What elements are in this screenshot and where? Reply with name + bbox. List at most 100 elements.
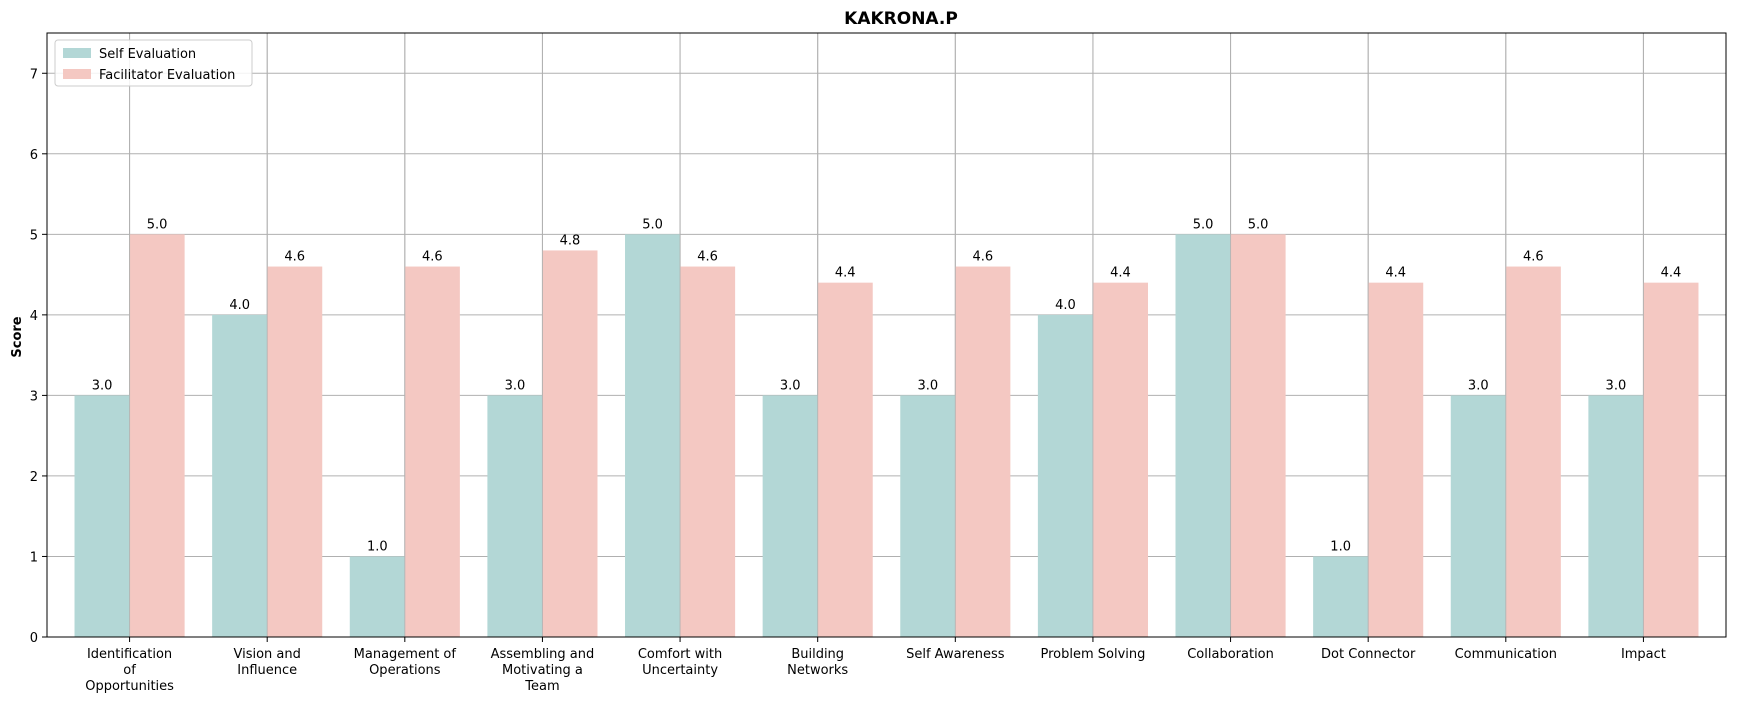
bar	[487, 395, 543, 637]
bar	[1643, 282, 1699, 637]
x-tick-label: Identification of Opportunities	[85, 647, 174, 694]
bar-value-label: 1.0	[1330, 539, 1351, 554]
legend-swatch	[63, 69, 91, 79]
x-tick-label-line: Motivating a	[502, 663, 583, 678]
x-tick-label-line: Assembling and	[491, 647, 595, 662]
y-tick-label: 0	[30, 631, 38, 646]
x-tick-label: Dot Connector	[1321, 647, 1416, 662]
legend-label: Facilitator Evaluation	[99, 68, 235, 83]
x-tick-label: Assembling and Motivating a Team	[491, 647, 595, 694]
bar-value-label: 4.0	[1055, 298, 1076, 313]
bar-value-label: 1.0	[367, 539, 388, 554]
bar	[1175, 234, 1231, 638]
y-tick-label: 7	[30, 67, 38, 82]
bar-value-label: 4.4	[1110, 266, 1131, 281]
x-tick-label-line: Building	[791, 647, 844, 662]
x-tick-label-line: Problem Solving	[1040, 647, 1145, 662]
bar-value-label: 4.6	[1523, 250, 1544, 265]
x-tick-label-line: Team	[524, 679, 559, 694]
bars-layer: 3.0 4.0 1.0 3.0 5.0 3.0 3.0 4.0 5.0 1.0 3.0 3.0 5.0 4…	[74, 33, 1699, 638]
legend: Self Evaluation Facilitator Evaluation	[54, 39, 253, 87]
x-tick-label: Management of Operations	[354, 647, 457, 678]
bar-value-label: 4.4	[1661, 266, 1682, 281]
x-tick-label-line: Dot Connector	[1321, 647, 1416, 662]
bar-value-label: 3.0	[92, 378, 113, 393]
bar-value-label: 4.0	[229, 298, 250, 313]
y-ticks: 0 1 2 3 4 5 6 7	[30, 67, 47, 646]
x-tick-label: Collaboration	[1187, 647, 1274, 662]
plot-border	[46, 32, 1727, 638]
y-tick-label: 6	[30, 148, 38, 163]
x-tick-label-line: Vision and	[234, 647, 301, 662]
bar	[542, 250, 598, 637]
x-tick-label-line: Influence	[237, 663, 297, 678]
bar	[1450, 395, 1506, 637]
x-tick-label-line: Impact	[1621, 647, 1666, 662]
y-axis-label: Score	[10, 316, 25, 357]
x-tick-label: Vision and Influence	[234, 647, 301, 678]
bar	[817, 282, 873, 637]
bar-value-label: 5.0	[1248, 217, 1269, 232]
x-tick-label-line: of	[123, 663, 136, 678]
y-tick-label: 4	[30, 309, 38, 324]
x-tick-label-line: Comfort with	[638, 647, 722, 662]
bar	[1037, 314, 1093, 637]
bar	[1505, 266, 1561, 637]
bar	[212, 314, 268, 637]
bar	[129, 234, 185, 638]
legend-label: Self Evaluation	[99, 47, 196, 62]
bar-value-label: 5.0	[642, 217, 663, 232]
y-tick-label: 3	[30, 389, 38, 404]
y-tick-label: 2	[30, 470, 38, 485]
x-tick-label-line: Communication	[1455, 647, 1557, 662]
bar-value-label: 4.4	[835, 266, 856, 281]
bar-value-label: 3.0	[1468, 378, 1489, 393]
bar	[762, 395, 818, 637]
chart-title: KAKRONA.P	[844, 9, 958, 29]
bar	[267, 266, 323, 637]
x-tick-label-line: Management of	[354, 647, 457, 662]
bar-value-label: 4.6	[422, 250, 443, 265]
bar	[1230, 234, 1286, 638]
bar	[404, 266, 460, 637]
x-tick-label-line: Collaboration	[1187, 647, 1274, 662]
x-tick-label-line: Networks	[787, 663, 848, 678]
x-tick-label: Building Networks	[787, 647, 848, 678]
x-tick-label: Comfort with Uncertainty	[638, 647, 722, 678]
bar	[1368, 282, 1424, 637]
bar-value-label: 4.4	[1385, 266, 1406, 281]
y-tick-label: 5	[30, 228, 38, 243]
bar	[1588, 395, 1644, 637]
x-tick-label-line: Operations	[369, 663, 441, 678]
bar	[900, 395, 956, 637]
bar	[625, 234, 681, 638]
bar-value-label: 3.0	[505, 378, 526, 393]
x-tick-label: Communication	[1455, 647, 1557, 662]
bar-value-label: 3.0	[780, 378, 801, 393]
legend-box	[54, 39, 253, 87]
x-tick-label: Problem Solving	[1040, 647, 1145, 662]
x-tick-label: Impact	[1621, 647, 1666, 662]
bar-value-label: 4.6	[284, 250, 305, 265]
bar-value-label: 4.6	[972, 250, 993, 265]
bar	[74, 395, 130, 637]
bar	[349, 556, 405, 637]
legend-swatch	[63, 48, 91, 58]
y-tick-label: 1	[30, 550, 38, 565]
bar-value-label: 5.0	[147, 217, 168, 232]
x-tick-label-line: Uncertainty	[642, 663, 718, 678]
bar-value-label: 4.8	[560, 233, 581, 248]
x-tick-label-line: Opportunities	[85, 679, 174, 694]
bar-value-label: 3.0	[917, 378, 938, 393]
x-tick-label-line: Identification	[87, 647, 172, 662]
bar	[680, 266, 736, 637]
x-tick-label-line: Self Awareness	[906, 647, 1005, 662]
plot-frame	[46, 32, 1727, 638]
bar	[1092, 282, 1148, 637]
x-tick-label: Self Awareness	[906, 647, 1005, 662]
bar-value-label: 5.0	[1193, 217, 1214, 232]
bar-value-label: 3.0	[1606, 378, 1627, 393]
bar	[955, 266, 1011, 637]
